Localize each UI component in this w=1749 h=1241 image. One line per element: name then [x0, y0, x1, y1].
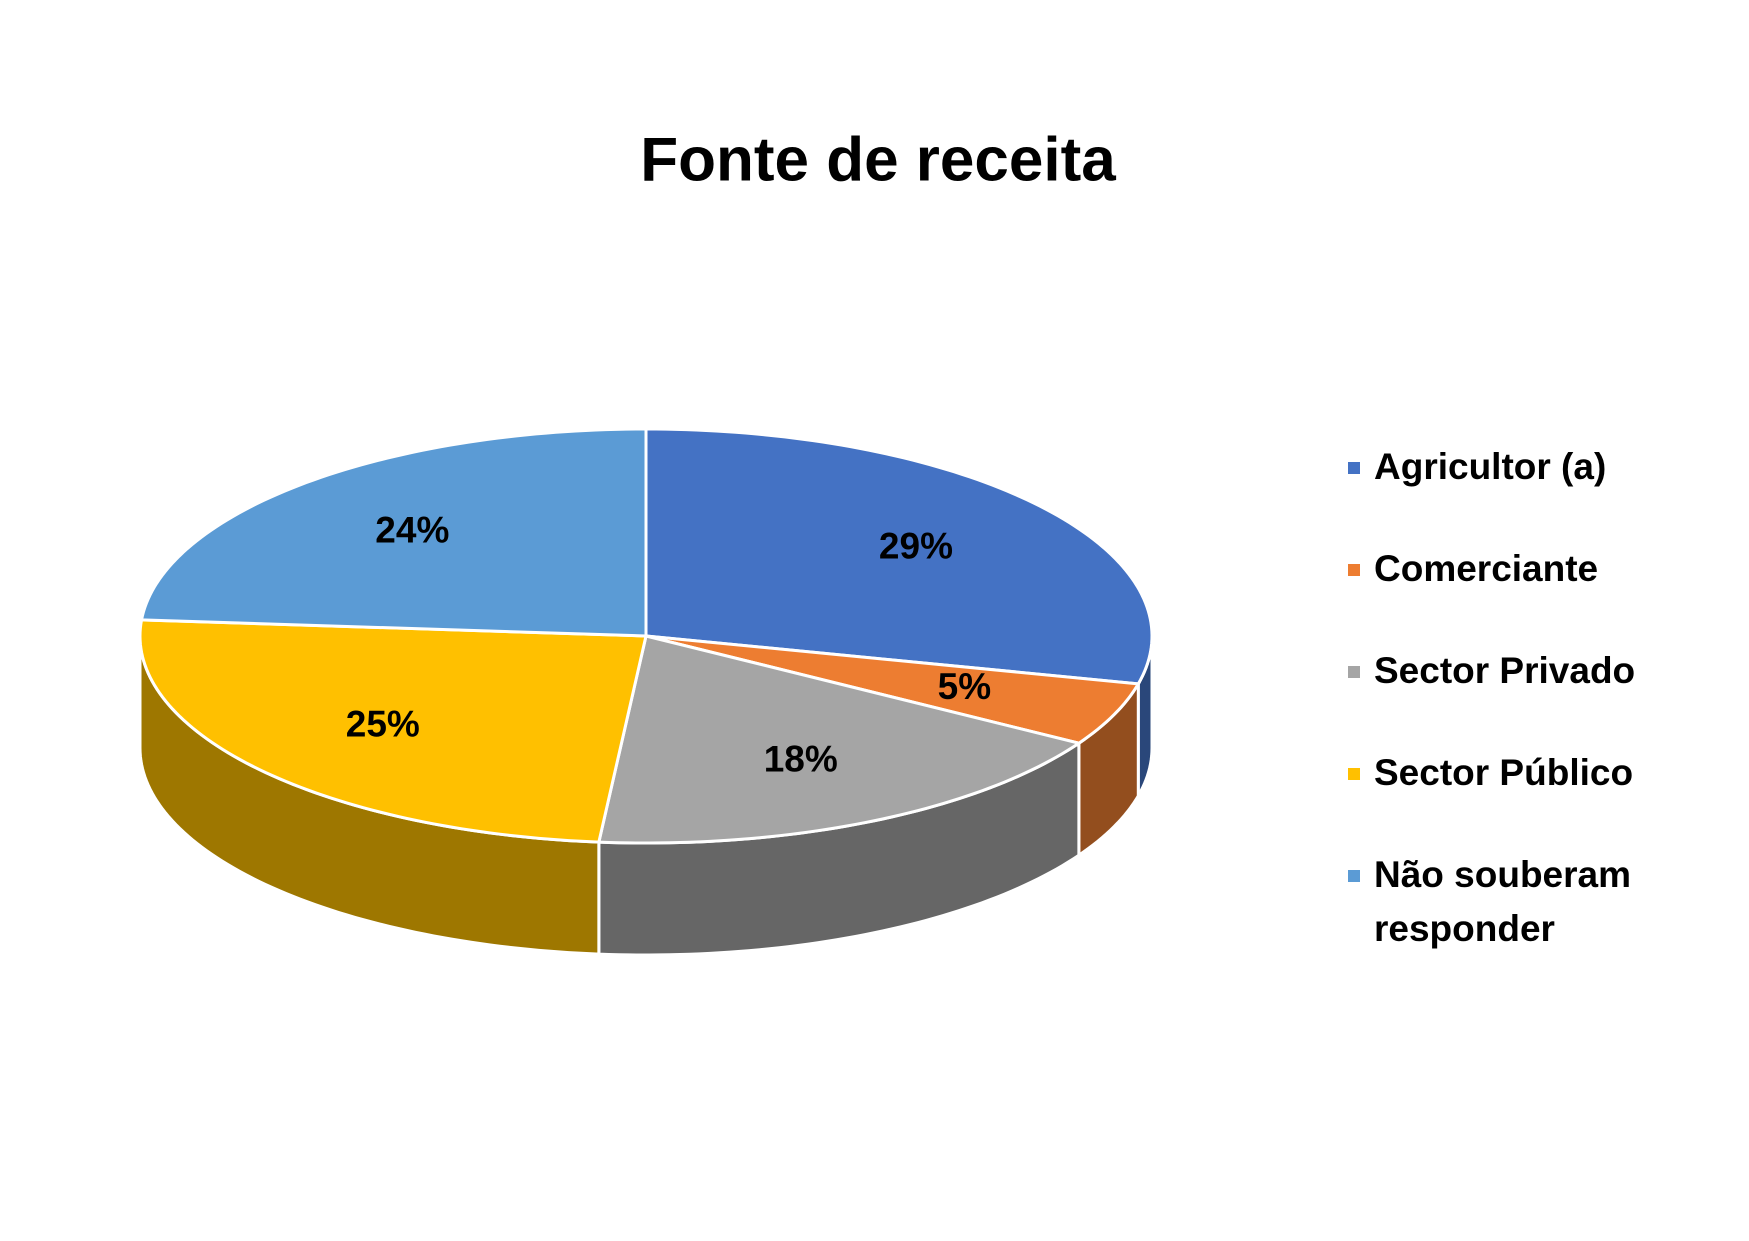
chart-title: Fonte de receita — [640, 125, 1116, 194]
legend-swatch — [1348, 564, 1360, 576]
slice — [645, 634, 1141, 745]
legend: Agricultor (a) Comerciante Sector Privado S… — [1342, 440, 1672, 1004]
legend-swatch — [1348, 666, 1360, 678]
slice — [138, 618, 648, 844]
legend-label: Sector Público — [1374, 752, 1634, 793]
legend-item: Não souberam responder — [1342, 848, 1672, 956]
data-label: 5% — [938, 666, 991, 707]
legend-item: Sector Privado — [1342, 644, 1672, 698]
data-label: 25% — [346, 703, 420, 744]
slice — [644, 427, 1154, 686]
slice — [596, 634, 1083, 845]
legend-label: Sector Privado — [1374, 650, 1636, 691]
data-label: 18% — [764, 738, 838, 779]
legend-swatch — [1348, 462, 1360, 474]
slice — [139, 427, 648, 638]
legend-swatch — [1348, 870, 1360, 882]
legend-item: Comerciante — [1342, 542, 1672, 596]
legend-swatch — [1348, 768, 1360, 780]
legend-label: Comerciante — [1374, 548, 1599, 589]
legend-item: Sector Público — [1342, 746, 1672, 800]
legend-item: Agricultor (a) — [1342, 440, 1672, 494]
legend-label: Agricultor (a) — [1374, 446, 1607, 487]
data-label: 24% — [375, 509, 449, 550]
data-label: 29% — [879, 526, 953, 567]
legend-label: Não souberam responder — [1374, 854, 1632, 949]
